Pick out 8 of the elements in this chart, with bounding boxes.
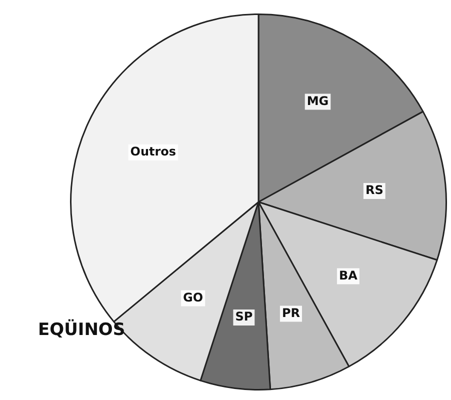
slice-label: PR xyxy=(282,306,300,320)
slice-label: SP xyxy=(235,310,253,324)
slice-label: BA xyxy=(338,268,358,282)
slice-label: Outros xyxy=(130,144,176,159)
slice-label: RS xyxy=(365,183,384,198)
slice-label: GO xyxy=(183,290,204,304)
text: EQÜINOS xyxy=(38,320,126,340)
slice-label: MG xyxy=(306,94,329,108)
